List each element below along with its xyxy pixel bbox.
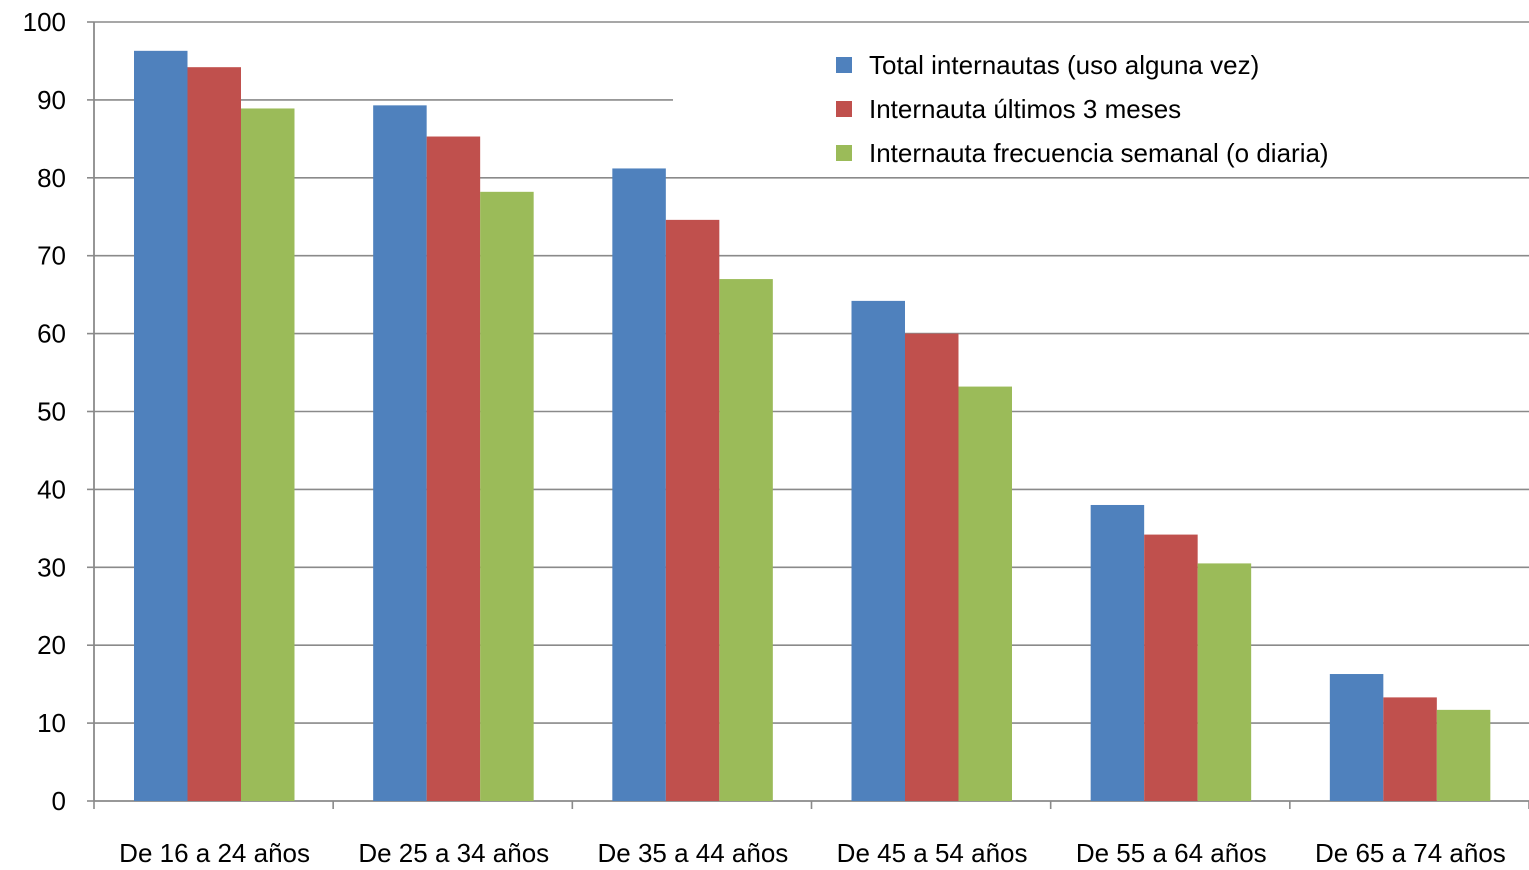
bar [719, 279, 773, 801]
x-tick-label: De 55 a 64 años [1076, 838, 1267, 868]
y-tick-label: 0 [52, 786, 66, 816]
bar [1144, 534, 1198, 801]
bar [1383, 697, 1437, 801]
bar [1329, 674, 1384, 801]
bar [1436, 709, 1491, 801]
bar [480, 191, 534, 801]
x-tick-label: De 65 a 74 años [1315, 838, 1506, 868]
bar [187, 67, 241, 801]
y-tick-label: 60 [37, 319, 66, 349]
y-tick-label: 90 [37, 85, 66, 115]
legend: Total internautas (uso alguna vez) Intern… [836, 50, 1329, 168]
bar [134, 50, 188, 801]
bar [373, 105, 427, 801]
x-tick-label: De 45 a 54 años [837, 838, 1028, 868]
x-tick-label: De 35 a 44 años [598, 838, 789, 868]
gridlines [94, 21, 1529, 724]
bar [1197, 563, 1252, 801]
y-tick-label: 70 [37, 241, 66, 271]
y-tick-labels: 0 10 20 30 40 50 60 70 80 90 100 [23, 7, 66, 816]
bar [905, 333, 959, 801]
bar [665, 219, 720, 802]
y-tick-label: 80 [37, 163, 66, 193]
y-tick-label: 40 [37, 474, 66, 504]
legend-swatch [836, 145, 852, 161]
x-tick-label: De 16 a 24 años [119, 838, 310, 868]
legend-label: Internauta últimos 3 meses [869, 94, 1181, 124]
y-tick-label: 30 [37, 552, 66, 582]
legend-label: Total internautas (uso alguna vez) [869, 50, 1259, 80]
y-tick-label: 50 [37, 397, 66, 427]
bar [958, 386, 1012, 801]
legend-label: Internauta frecuencia semanal (o diaria) [869, 138, 1329, 168]
bars [134, 50, 1491, 802]
bar [851, 300, 905, 801]
legend-swatch [836, 101, 852, 117]
axes [87, 21, 1529, 809]
y-tick-label: 20 [37, 630, 66, 660]
x-tick-labels: De 16 a 24 años De 25 a 34 años De 35 a 44… [119, 838, 1506, 868]
y-tick-label: 10 [37, 708, 66, 738]
bar [241, 108, 295, 802]
x-tick-label: De 25 a 34 años [358, 838, 549, 868]
bar [612, 168, 666, 801]
bar [426, 136, 481, 801]
y-tick-label: 100 [23, 7, 66, 37]
legend-swatch [836, 57, 852, 73]
bar [1090, 504, 1145, 801]
